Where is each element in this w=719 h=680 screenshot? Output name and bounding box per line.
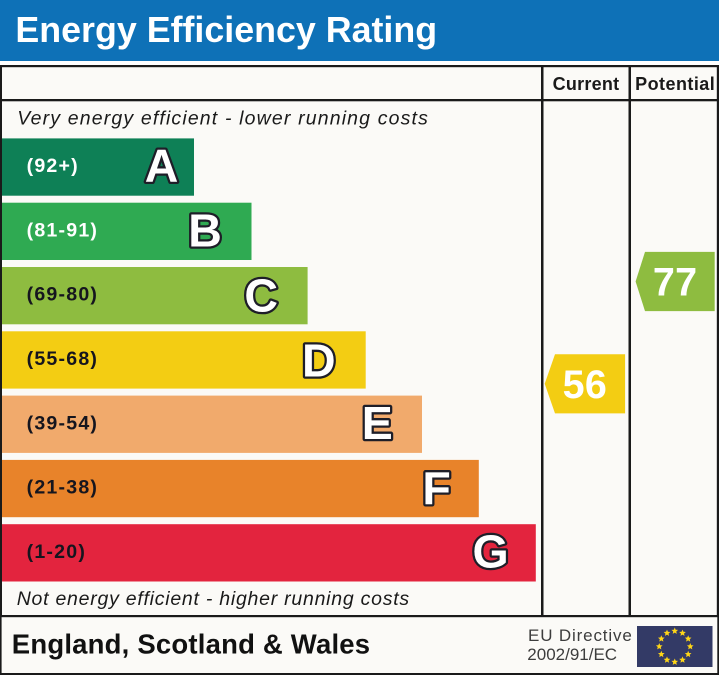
svg-text:77: 77 xyxy=(653,261,698,305)
svg-text:Very energy efficient - lower: Very energy efficient - lower running co… xyxy=(17,108,429,130)
svg-text:EU Directive: EU Directive xyxy=(528,626,633,645)
svg-text:Not energy efficient - higher: Not energy efficient - higher running co… xyxy=(17,588,410,610)
svg-text:(1-20): (1-20) xyxy=(27,541,86,563)
svg-text:(21-38): (21-38) xyxy=(27,477,99,499)
svg-text:B: B xyxy=(188,204,222,256)
svg-text:A: A xyxy=(145,140,179,192)
svg-text:F: F xyxy=(422,462,450,514)
svg-text:(92+): (92+) xyxy=(27,155,79,177)
svg-text:(55-68): (55-68) xyxy=(27,348,99,370)
svg-text:England, Scotland & Wales: England, Scotland & Wales xyxy=(12,628,370,659)
svg-text:E: E xyxy=(362,397,393,449)
svg-text:G: G xyxy=(473,526,509,578)
svg-text:Energy Efficiency Rating: Energy Efficiency Rating xyxy=(15,10,437,50)
svg-text:2002/91/EC: 2002/91/EC xyxy=(527,645,617,664)
svg-text:56: 56 xyxy=(563,363,608,407)
svg-text:C: C xyxy=(244,269,278,321)
svg-text:(69-80): (69-80) xyxy=(27,284,99,306)
svg-text:(81-91): (81-91) xyxy=(27,219,99,241)
svg-text:Current: Current xyxy=(553,74,620,94)
svg-text:Potential: Potential xyxy=(635,74,715,94)
svg-text:D: D xyxy=(302,334,336,386)
svg-text:(39-54): (39-54) xyxy=(27,412,99,434)
